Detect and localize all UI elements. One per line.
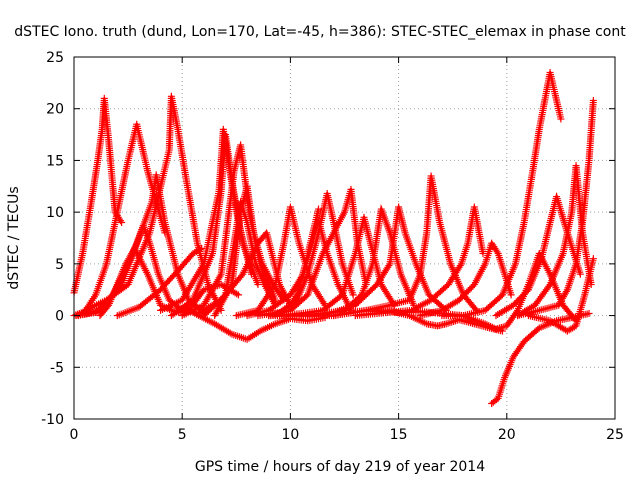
data-point (315, 205, 323, 213)
data-point (562, 287, 570, 295)
y-tick-label: -10 (41, 412, 64, 428)
data-point (557, 115, 565, 123)
data-point (358, 295, 366, 303)
data-point (512, 298, 520, 306)
data-point (367, 286, 375, 294)
data-series (308, 203, 450, 320)
data-series (416, 239, 515, 320)
data-point (254, 281, 262, 289)
data-series (167, 131, 262, 320)
data-point (461, 290, 469, 298)
data-point (509, 301, 517, 309)
y-tick-label: 10 (46, 205, 64, 221)
data-series (514, 96, 597, 320)
data-point (507, 291, 515, 299)
data-point (349, 291, 357, 299)
data-point (463, 288, 471, 296)
data-point (515, 295, 523, 303)
data-point (237, 272, 245, 280)
data-point (517, 293, 525, 301)
data-point (198, 244, 206, 252)
data-point (364, 289, 372, 297)
data-point (457, 295, 465, 303)
data-point (226, 329, 234, 337)
data-point (354, 298, 362, 306)
data-point (466, 285, 474, 293)
data-point (362, 291, 370, 299)
data-point (576, 270, 584, 278)
data-layer (70, 69, 597, 407)
y-tick-label: 20 (46, 102, 64, 118)
data-point (589, 96, 597, 104)
data-point (118, 218, 126, 226)
data-series (524, 255, 597, 335)
x-axis-label: GPS time / hours of day 219 of year 2014 (195, 459, 485, 475)
x-tick-label: 20 (498, 427, 516, 443)
data-point (464, 287, 472, 295)
x-tick-label: 15 (390, 427, 408, 443)
data-point (585, 310, 593, 318)
x-tick-label: 5 (178, 427, 187, 443)
data-point (370, 283, 378, 291)
data-point (455, 296, 463, 304)
data-point (456, 262, 464, 270)
y-tick-label: 0 (55, 309, 64, 325)
data-point (514, 297, 522, 305)
data-point (521, 289, 529, 297)
plot-frame (73, 56, 616, 420)
grid (74, 57, 615, 419)
y-tick-label: 5 (55, 257, 64, 273)
data-point (520, 290, 528, 298)
y-tick-label: 15 (46, 153, 64, 169)
data-point (545, 282, 553, 290)
data-point (361, 292, 369, 300)
data-point (359, 294, 367, 302)
data-point (356, 297, 364, 305)
data-point (518, 292, 526, 300)
data-point (270, 282, 278, 290)
x-tick-label: 0 (70, 427, 79, 443)
y-tick-label: -5 (50, 360, 64, 376)
data-point (155, 287, 163, 295)
data-point (351, 301, 359, 309)
data-point (511, 300, 519, 308)
data-point (365, 288, 373, 296)
data-point (196, 245, 204, 253)
data-series (113, 244, 206, 320)
data-point (460, 291, 468, 299)
y-tick-label: 25 (46, 50, 64, 66)
data-point (385, 262, 393, 270)
x-tick-label: 25 (606, 427, 624, 443)
y-axis-label: dSTEC / TECUs (6, 186, 22, 289)
data-point (233, 290, 241, 298)
data-point (353, 300, 361, 308)
data-series (70, 94, 126, 297)
data-series (492, 191, 584, 320)
data-point (458, 293, 466, 301)
data-point (589, 255, 597, 263)
x-tick-label: 10 (281, 427, 299, 443)
data-point (467, 284, 475, 292)
data-point (234, 291, 242, 299)
data-series (178, 141, 279, 320)
chart-title: dSTEC Iono. truth (dund, Lon=170, Lat=-4… (14, 24, 626, 40)
data-series (460, 69, 565, 320)
data-point (493, 248, 501, 256)
ticks: 0 5 10 15 20 25 -10 -5 0 5 10 15 20 25 (41, 50, 624, 443)
data-point (368, 285, 376, 293)
